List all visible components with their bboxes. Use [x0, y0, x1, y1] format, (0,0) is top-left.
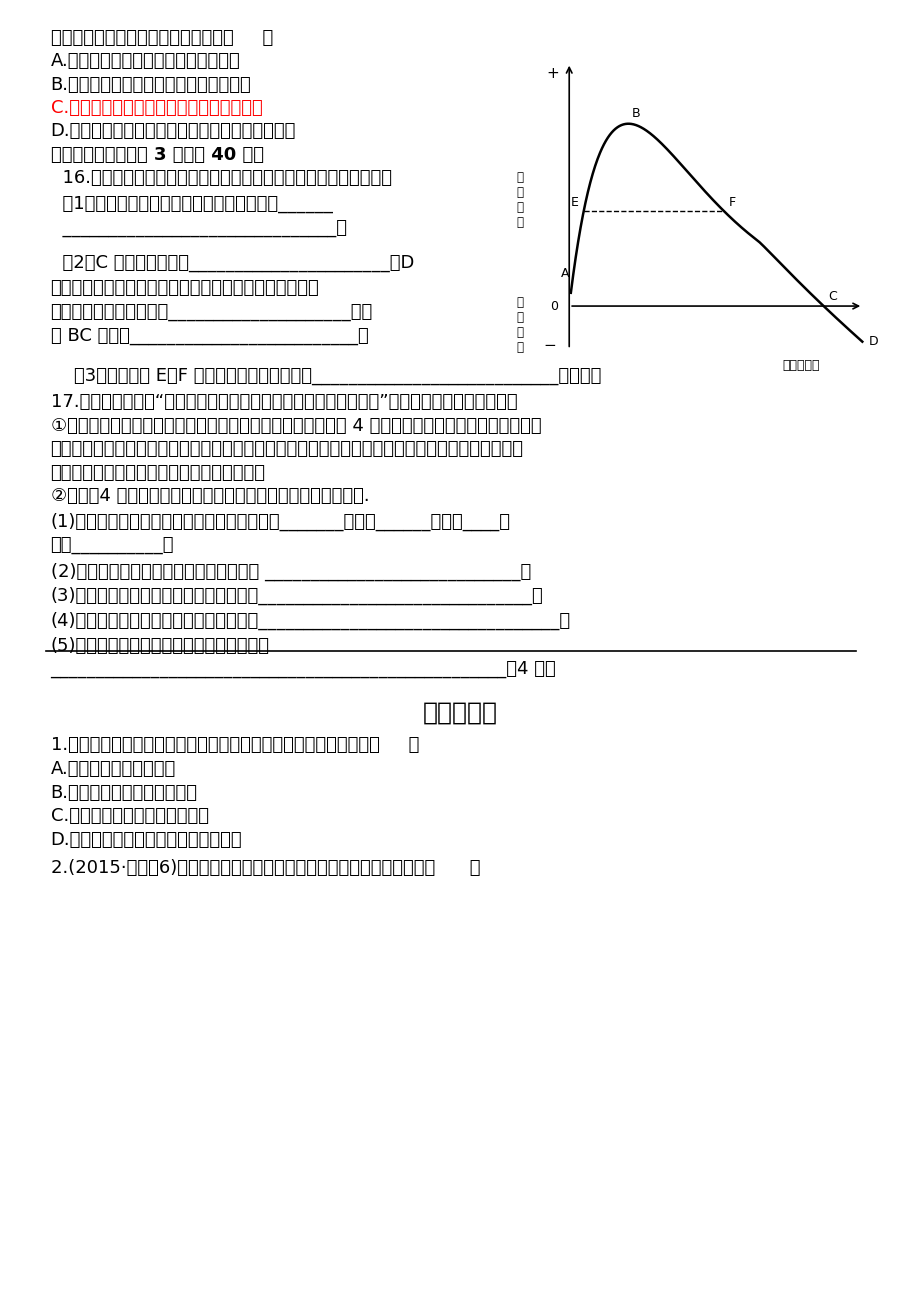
Text: D: D [868, 335, 878, 348]
Text: B.生长素对水稻根生长的作用具有两重性: B.生长素对水稻根生长的作用具有两重性 [51, 76, 251, 94]
Text: (5)顶芽产生的生长素抑制侧芽生长的原因是: (5)顶芽产生的生长素抑制侧芽生长的原因是 [51, 637, 269, 655]
Text: C.生长素由顶芽向下非极性运输: C.生长素由顶芽向下非极性运输 [51, 807, 209, 825]
Text: A: A [561, 267, 569, 280]
Text: ①选取健壮，生长状态一致的幼小植株，分为甲、乙、丙、丁 4 组，甲组植株不做任何处理，其他三: ①选取健壮，生长状态一致的幼小植株，分为甲、乙、丙、丁 4 组，甲组植株不做任何… [51, 417, 540, 435]
Text: (4)比较丙组和丁组的预期结果，能够说明_________________________________。: (4)比较丙组和丁组的预期结果，能够说明____________________… [51, 612, 570, 630]
Text: 点代表的含义是此时的生长素浓度对根生长起抑制作用，: 点代表的含义是此时的生长素浓度对根生长起抑制作用， [51, 279, 319, 297]
Text: B: B [630, 108, 640, 121]
Text: （3）研究图中 E、F 两点所代表的含义可得出___________________________的结论。: （3）研究图中 E、F 两点所代表的含义可得出_________________… [51, 367, 600, 385]
Text: (3)比较乙组和丙组的预期结果，能够说明______________________________。: (3)比较乙组和丙组的预期结果，能够说明____________________… [51, 587, 543, 605]
Text: +: + [546, 66, 559, 81]
Text: 0: 0 [550, 299, 557, 312]
Text: 二、填空题：（每题 3 分，共 40 分）: 二、填空题：（每题 3 分，共 40 分） [51, 146, 264, 164]
Text: 据此实验的结果，不能得出的结论是（     ）: 据此实验的结果，不能得出的结论是（ ） [51, 29, 273, 47]
Text: C: C [828, 290, 836, 303]
Text: B.去顶芽植株不能合成生长素: B.去顶芽植株不能合成生长素 [51, 784, 198, 802]
Text: 17.【中】为了验证“植物主茎顶芽产生的生长素能够抑制侧芽生长”，某同学进行了以下实验：: 17.【中】为了验证“植物主茎顶芽产生的生长素能够抑制侧芽生长”，某同学进行了以… [51, 393, 516, 411]
Text: 线 BC 段说明_________________________。: 线 BC 段说明_________________________。 [51, 327, 368, 345]
Text: 【附加题】: 【附加题】 [422, 700, 497, 724]
Text: F: F [728, 197, 735, 210]
Text: A.去顶芽能促进主根生长: A.去顶芽能促进主根生长 [51, 760, 176, 779]
Text: 促
进
生
长: 促 进 生 长 [516, 172, 523, 229]
Text: 株切口处放置含有适宜浓度生长素的琅脂块。: 株切口处放置含有适宜浓度生长素的琅脂块。 [51, 464, 266, 482]
Text: (2)比较甲组与乙组的预期结果，能够说明 ____________________________。: (2)比较甲组与乙组的预期结果，能够说明 ___________________… [51, 562, 530, 581]
Text: 抑
制
生
长: 抑 制 生 长 [516, 297, 523, 354]
Text: 组植株均切除顶芽。然后乙组植株切口不做处理；丙组植株切口处放置不含生长素的琅脂块；丁组植: 组植株均切除顶芽。然后乙组植株切口不做处理；丙组植株切口处放置不含生长素的琅脂块… [51, 440, 523, 458]
Text: ②将上述4 组植株置于相同的适宜条件下培养。回答下列问题：.: ②将上述4 组植株置于相同的适宜条件下培养。回答下列问题：. [51, 487, 369, 505]
Text: D.单侧光照射下根的背光生长与生长素的运输有关: D.单侧光照射下根的背光生长与生长素的运输有关 [51, 122, 296, 141]
Text: 1.下图为去顶芽对拟南芥主根生长影响的实验结果，分析正确的是（     ）: 1.下图为去顶芽对拟南芥主根生长影响的实验结果，分析正确的是（ ） [51, 736, 418, 754]
Text: A.根向光一侧的生长速率大于背光一侧: A.根向光一侧的生长速率大于背光一侧 [51, 52, 240, 70]
Text: __________________________________________________（4 分）: ________________________________________… [51, 660, 556, 678]
Text: 对抑制生长的正确理解是____________________，曲: 对抑制生长的正确理解是____________________，曲 [51, 303, 372, 322]
Text: D.外源生长素能替代顶芽促进主根生长: D.外源生长素能替代顶芽促进主根生长 [51, 831, 242, 849]
Text: E: E [571, 197, 578, 210]
Text: 16.【易】如图所示是水稻的根对生长素的反应情况，请据图回答：: 16.【易】如图所示是水稻的根对生长素的反应情况，请据图回答： [51, 169, 391, 187]
Text: 2.(2015·安徽，6)下列关于植物生长素及其类似物的叙述，不正确的是（      ）: 2.(2015·安徽，6)下列关于植物生长素及其类似物的叙述，不正确的是（ ） [51, 859, 480, 878]
Text: −: − [543, 339, 556, 353]
Text: （2）C 点代表的含义是______________________，D: （2）C 点代表的含义是______________________，D [51, 254, 414, 272]
Text: C.单侧光对向光一侧生长素的合成没有影响: C.单侧光对向光一侧生长素的合成没有影响 [51, 99, 262, 117]
Text: 生长素浓度: 生长素浓度 [782, 359, 819, 372]
Text: ______________________________。: ______________________________。 [51, 219, 346, 237]
Text: (1)各组植株侧芽的预期生长情况分别为：甲组_______；乙组______；丙组____：: (1)各组植株侧芽的预期生长情况分别为：甲组_______；乙组______；丙… [51, 513, 510, 531]
Text: 丁组__________。: 丁组__________。 [51, 536, 174, 555]
Text: （1）生长素能促进植物生长，其作用原理是______: （1）生长素能促进植物生长，其作用原理是______ [51, 195, 332, 214]
